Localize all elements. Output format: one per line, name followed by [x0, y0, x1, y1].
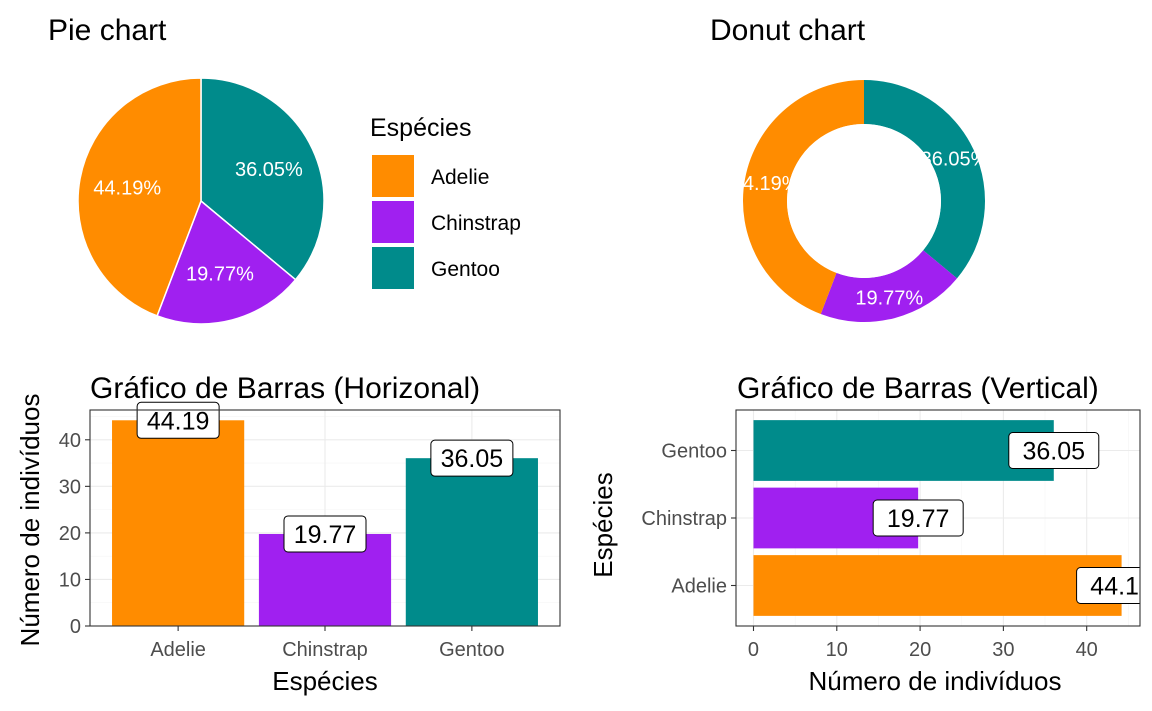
pie-labels: 36.05% 19.77% 44.19%	[93, 159, 303, 285]
donut-slice-adelie	[743, 80, 864, 315]
hbar-bar-adelie	[753, 555, 1122, 616]
hbar-bar-gentoo	[753, 420, 1054, 481]
vbar-x-tick-label-adelie: Adelie	[150, 639, 206, 661]
legend-label-chinstrap: Chinstrap	[431, 212, 521, 235]
hbar-data-label-chinstrap: 19.77	[887, 505, 950, 533]
pie-chart-title: Pie chart	[48, 14, 167, 47]
donut-label-gentoo: 36.05%	[921, 149, 989, 171]
legend-label-gentoo: Gentoo	[431, 258, 500, 281]
pie-slices	[77, 77, 325, 325]
vbar-y-tick-label: 0	[70, 616, 81, 638]
legend-title: Espécies	[370, 114, 471, 142]
vbar-panel-border	[89, 409, 561, 627]
hbar-x-tick-label: 30	[992, 639, 1014, 661]
pie-label-chinstrap: 19.77%	[186, 264, 254, 286]
legend-key-gentoo	[372, 247, 414, 289]
vbar-data-label-adelie: 44.19	[147, 407, 210, 435]
hbar-data-labels: 44.19 19.77 36.05	[872, 432, 1152, 604]
pie-label-gentoo: 36.05%	[235, 159, 303, 181]
hbar-x-tick-label: 40	[1076, 639, 1098, 661]
donut-label-adelie: 44.19%	[732, 173, 800, 195]
vbar-data-label-chinstrap: 19.77	[294, 521, 357, 549]
hbar-data-label-box-gentoo	[1008, 432, 1100, 469]
species-legend: Espécies Adelie Chinstrap Gentoo	[370, 114, 521, 289]
pie-slice-chinstrap	[156, 199, 297, 325]
hbar-data-label-gentoo: 36.05	[1023, 438, 1086, 466]
hbar-bars	[753, 420, 1122, 616]
vbar-chart-title: Gráfico de Barras (Horizonal)	[90, 372, 480, 405]
vbar-bar-gentoo	[405, 458, 538, 626]
hbar-y-tick-label-adelie: Adelie	[671, 576, 727, 598]
vbar-x-axis-title: Espécies	[272, 666, 378, 696]
vbar-data-label-box-chinstrap	[283, 515, 367, 553]
vbar-x-tick-label-chinstrap: Chinstrap	[282, 639, 368, 661]
donut-slices	[743, 80, 985, 322]
vbar-data-label-box-adelie	[136, 401, 220, 439]
hbar-x-tick-label: 20	[909, 639, 931, 661]
vbar-y-tick-label: 20	[59, 523, 81, 545]
legend-items: Adelie Chinstrap Gentoo	[372, 155, 521, 289]
pie-slice-gentoo	[200, 77, 325, 281]
pie-chart: Pie chart 36.05% 19.77% 44.19%	[48, 14, 325, 325]
vbar-data-label-gentoo: 36.05	[441, 445, 504, 473]
hbar-x-tick-label: 10	[826, 639, 848, 661]
hbar-y-tick-label-chinstrap: Chinstrap	[641, 508, 727, 530]
pie-slice-adelie	[77, 77, 202, 317]
legend-key-adelie	[372, 155, 414, 197]
hbar-data-label-adelie: 44.19	[1090, 573, 1152, 601]
vertical-bar-chart: Gráfico de Barras (Horizonal) 44.19 19.77…	[15, 372, 561, 696]
vbar-data-labels: 44.19 19.77 36.05	[136, 401, 514, 553]
hbar-data-label-box-chinstrap	[872, 499, 964, 537]
donut-chart-title: Donut chart	[710, 14, 866, 47]
hbar-axes: 0 10 20 30 40 Adelie Chinstrap Gentoo	[641, 409, 1141, 661]
horizontal-bar-chart: Gráfico de Barras (Vertical) 44.19 19.77 3…	[588, 372, 1152, 696]
hbar-x-axis-title: Número de indivíduos	[809, 666, 1062, 696]
hbar-x-tick-label: 0	[748, 639, 759, 661]
donut-slice-gentoo	[864, 80, 985, 279]
vbar-y-axis-title: Número de indivíduos	[15, 394, 45, 647]
hbar-data-label-box-adelie	[1076, 567, 1140, 604]
legend-key-chinstrap	[372, 201, 414, 243]
donut-labels: 36.05% 19.77% 44.19%	[732, 149, 989, 310]
donut-label-chinstrap: 19.77%	[855, 288, 923, 310]
hbar-chart-title: Gráfico de Barras (Vertical)	[737, 372, 1099, 405]
vbar-y-tick-label: 30	[59, 476, 81, 498]
pie-label-adelie: 44.19%	[93, 177, 161, 199]
donut-chart: Donut chart 36.05% 19.77% 44.19%	[710, 14, 989, 322]
hbar-y-axis-title: Espécies	[588, 472, 618, 578]
legend-label-adelie: Adelie	[431, 166, 489, 189]
hbar-y-tick-label-gentoo: Gentoo	[661, 441, 727, 463]
donut-slice-chinstrap	[820, 250, 958, 322]
vbar-x-tick-label-gentoo: Gentoo	[439, 639, 505, 661]
vbar-axes: 0 10 20 30 40 Adelie Chinstrap Gentoo	[59, 409, 561, 661]
vbar-y-tick-label: 10	[59, 569, 81, 591]
vbar-y-tick-label: 40	[59, 430, 81, 452]
vbar-bars	[112, 420, 538, 626]
hbar-panel-border	[735, 409, 1141, 627]
vbar-data-label-box-gentoo	[430, 439, 514, 477]
vbar-bar-adelie	[112, 420, 245, 626]
donut-hole	[787, 124, 941, 278]
